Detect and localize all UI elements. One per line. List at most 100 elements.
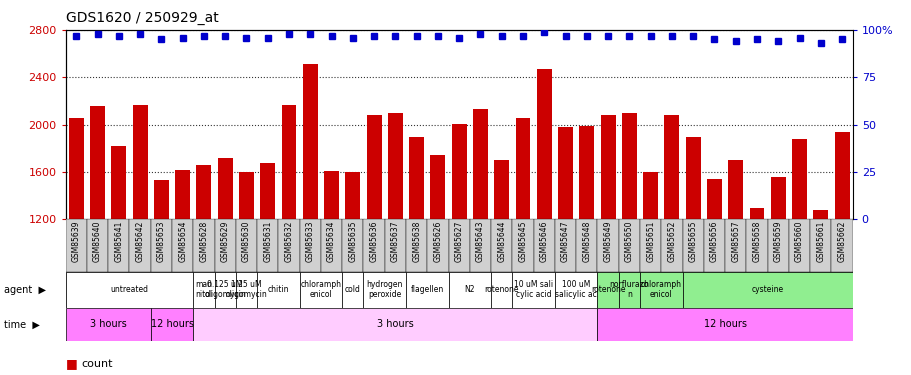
Bar xyxy=(706,179,722,362)
Bar xyxy=(554,272,597,308)
Text: 3 hours: 3 hours xyxy=(90,320,127,329)
Text: GSM85632: GSM85632 xyxy=(284,221,293,262)
Bar xyxy=(345,172,360,362)
Bar xyxy=(597,308,852,341)
Text: GSM85629: GSM85629 xyxy=(220,221,230,262)
Text: GSM85639: GSM85639 xyxy=(72,221,81,262)
Bar xyxy=(172,219,193,272)
Text: GSM85655: GSM85655 xyxy=(688,221,697,262)
Bar xyxy=(387,113,403,362)
Bar xyxy=(196,165,211,362)
Bar xyxy=(469,219,490,272)
Bar xyxy=(770,177,785,362)
Bar xyxy=(554,219,576,272)
Bar xyxy=(451,123,466,362)
Bar xyxy=(618,272,640,308)
Bar xyxy=(490,219,512,272)
Text: GSM85628: GSM85628 xyxy=(200,221,209,262)
Bar xyxy=(323,171,339,362)
Bar xyxy=(214,219,236,272)
Text: GSM85650: GSM85650 xyxy=(624,221,633,262)
Bar xyxy=(512,272,554,308)
Text: flagellen: flagellen xyxy=(410,285,444,294)
Bar xyxy=(576,219,597,272)
Bar xyxy=(193,272,214,308)
Text: chloramph
enicol: chloramph enicol xyxy=(300,280,341,299)
Bar xyxy=(578,126,594,362)
Bar xyxy=(809,219,831,272)
Bar xyxy=(129,219,150,272)
Text: GSM85634: GSM85634 xyxy=(327,221,335,262)
Bar xyxy=(150,308,193,341)
Text: untreated: untreated xyxy=(110,285,148,294)
Text: GSM85641: GSM85641 xyxy=(114,221,123,262)
Bar xyxy=(154,180,169,362)
Bar xyxy=(537,69,551,362)
Text: 10 uM sali
cylic acid: 10 uM sali cylic acid xyxy=(514,280,553,299)
Text: chloramph
enicol: chloramph enicol xyxy=(640,280,681,299)
Text: GSM85654: GSM85654 xyxy=(178,221,187,262)
Bar xyxy=(558,127,572,362)
Bar xyxy=(681,219,703,272)
Bar xyxy=(448,219,469,272)
Bar xyxy=(68,118,84,362)
Bar xyxy=(366,115,381,362)
Bar xyxy=(66,272,193,308)
Bar xyxy=(321,219,342,272)
Bar xyxy=(132,105,148,362)
Bar xyxy=(281,105,296,362)
Text: GSM85662: GSM85662 xyxy=(836,221,845,262)
Text: man
nitol: man nitol xyxy=(195,280,212,299)
Text: GSM85657: GSM85657 xyxy=(731,221,740,262)
Bar xyxy=(236,219,257,272)
Text: GSM85627: GSM85627 xyxy=(455,221,463,262)
Text: GSM85656: GSM85656 xyxy=(709,221,718,262)
Bar xyxy=(90,106,105,361)
Bar xyxy=(427,219,448,272)
Text: GSM85638: GSM85638 xyxy=(412,221,421,262)
Bar xyxy=(300,272,342,308)
Text: GSM85647: GSM85647 xyxy=(560,221,569,262)
Bar xyxy=(193,308,597,341)
Bar xyxy=(430,156,445,362)
Bar xyxy=(792,139,806,362)
Bar xyxy=(831,219,852,272)
Bar xyxy=(834,132,849,362)
Bar xyxy=(767,219,788,272)
Text: norflurazo
n: norflurazo n xyxy=(609,280,649,299)
Text: GSM85630: GSM85630 xyxy=(241,221,251,262)
Bar xyxy=(218,158,232,362)
Text: GSM85659: GSM85659 xyxy=(773,221,782,262)
Bar xyxy=(473,109,487,362)
Bar xyxy=(640,272,681,308)
Bar xyxy=(239,172,253,362)
Bar xyxy=(597,272,618,308)
Text: GSM85626: GSM85626 xyxy=(433,221,442,262)
Text: 12 hours: 12 hours xyxy=(150,320,193,329)
Text: cold: cold xyxy=(344,285,361,294)
Text: GSM85631: GSM85631 xyxy=(263,221,272,262)
Text: GSM85648: GSM85648 xyxy=(582,221,590,262)
Text: GSM85652: GSM85652 xyxy=(667,221,676,262)
Text: GSM85658: GSM85658 xyxy=(752,221,761,262)
Text: time  ▶: time ▶ xyxy=(4,320,39,329)
Text: GSM85642: GSM85642 xyxy=(136,221,145,262)
Bar xyxy=(600,115,615,362)
Bar xyxy=(664,115,679,362)
Text: GSM85635: GSM85635 xyxy=(348,221,357,262)
Bar xyxy=(448,272,490,308)
Bar xyxy=(660,219,681,272)
Bar xyxy=(681,272,852,308)
Bar xyxy=(642,172,658,362)
Bar xyxy=(193,219,214,272)
Bar xyxy=(724,219,745,272)
Bar xyxy=(257,219,278,272)
Bar xyxy=(703,219,724,272)
Text: GSM85645: GSM85645 xyxy=(518,221,527,262)
Bar xyxy=(150,219,172,272)
Bar xyxy=(813,210,827,362)
Text: ■: ■ xyxy=(66,357,77,370)
Bar xyxy=(342,272,363,308)
Text: GSM85649: GSM85649 xyxy=(603,221,612,262)
Bar xyxy=(621,113,636,362)
